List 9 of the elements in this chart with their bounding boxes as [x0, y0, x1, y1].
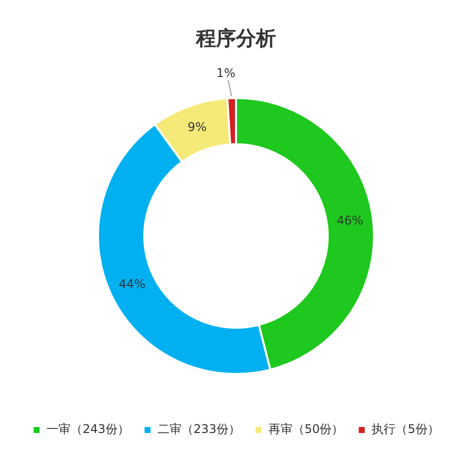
legend-label: 执行（5份） — [372, 422, 440, 436]
data-label: 9% — [188, 120, 207, 134]
legend-label: 一审（243份） — [46, 422, 130, 436]
data-label: 46% — [336, 214, 364, 228]
chart-title: 程序分析 — [195, 26, 276, 50]
legend-label: 再审（50份） — [268, 422, 344, 436]
data-label: 44% — [118, 277, 146, 292]
data-label: 1% — [216, 66, 236, 80]
legend-label: 二审（233份） — [158, 422, 240, 436]
